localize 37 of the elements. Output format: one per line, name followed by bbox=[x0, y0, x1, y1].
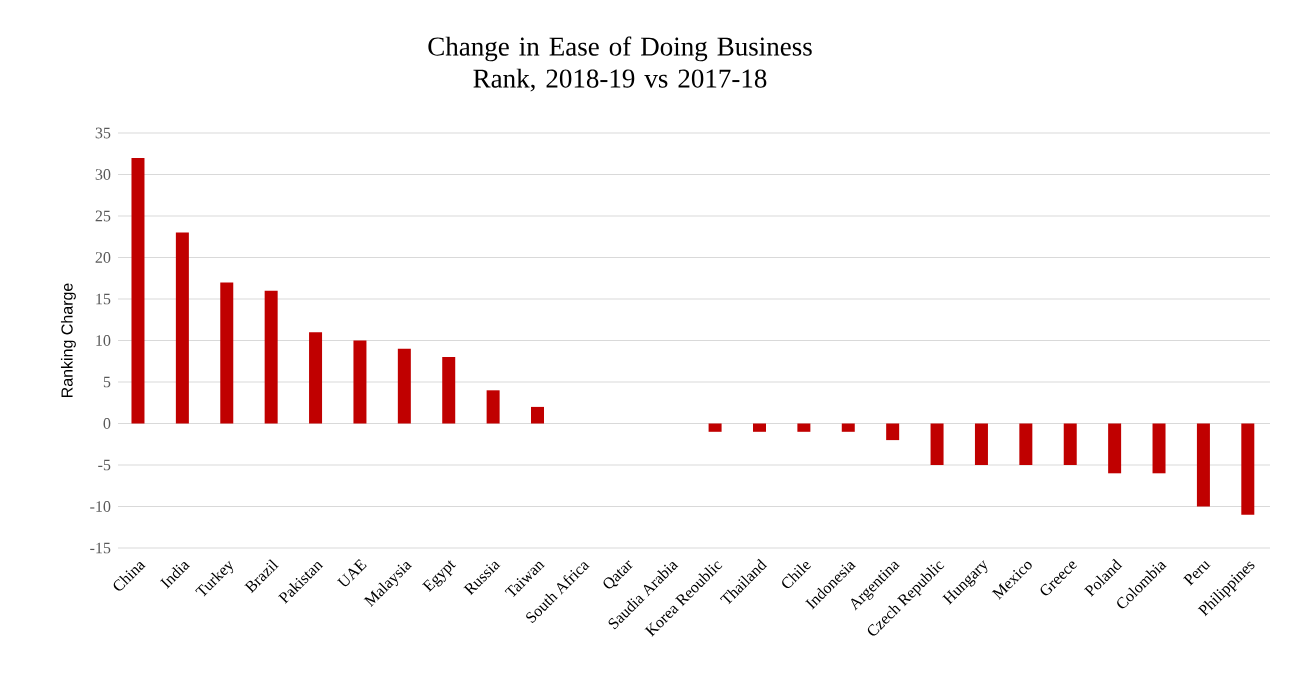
bar bbox=[131, 157, 145, 424]
bar bbox=[1241, 423, 1255, 515]
bar bbox=[486, 390, 500, 424]
y-tick-label: -15 bbox=[90, 542, 111, 554]
bar bbox=[974, 423, 988, 466]
bar bbox=[353, 340, 367, 424]
y-tick-label: -10 bbox=[90, 501, 111, 512]
y-tick-label: 0 bbox=[103, 418, 111, 429]
y-tick-label: 15 bbox=[96, 293, 111, 305]
bar bbox=[1108, 423, 1122, 474]
x-tick-label: India bbox=[159, 562, 191, 589]
bar bbox=[264, 290, 278, 424]
bar bbox=[531, 406, 545, 424]
bar bbox=[309, 332, 323, 424]
bar bbox=[1152, 423, 1166, 474]
y-tick-label: -5 bbox=[98, 459, 111, 471]
chart-title: Change in Ease of Doing Business Rank, 2018-19 vs 2017-18 bbox=[428, 36, 812, 92]
bar bbox=[175, 232, 189, 424]
bar bbox=[1196, 423, 1210, 507]
y-tick-label: 35 bbox=[95, 127, 111, 139]
bar bbox=[708, 423, 722, 432]
bar bbox=[1019, 423, 1033, 466]
y-tick-label: 30 bbox=[95, 169, 111, 180]
bar bbox=[797, 423, 811, 432]
bar bbox=[220, 282, 234, 424]
y-axis-title: Ranking Charge bbox=[60, 283, 76, 397]
y-tick-label: 25 bbox=[95, 210, 111, 222]
bar bbox=[1063, 423, 1077, 466]
y-tick-label: 20 bbox=[95, 252, 111, 263]
y-tick-label: 5 bbox=[103, 376, 111, 388]
y-tick-label: 10 bbox=[96, 335, 111, 346]
bar bbox=[397, 348, 411, 424]
bar bbox=[442, 357, 456, 424]
bar bbox=[930, 423, 944, 466]
bar bbox=[886, 423, 900, 441]
bar bbox=[752, 423, 766, 432]
bar bbox=[841, 423, 855, 432]
